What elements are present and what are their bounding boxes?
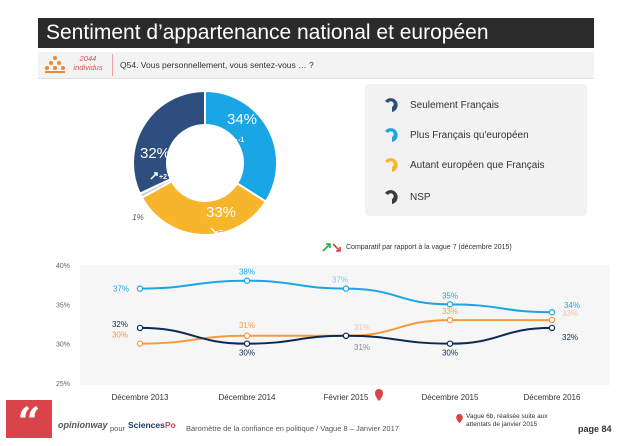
pin-icon [375, 389, 383, 401]
sample-unit: individus [73, 63, 103, 72]
data-label: 35% [442, 291, 458, 300]
legend-item-autant_europeen: Autant européen que Français [382, 152, 545, 178]
donut-change-plus_francais: -1 [229, 135, 244, 144]
legend-swatch-icon [385, 98, 398, 112]
subheader-bar [38, 52, 594, 79]
x-tick-label: Février 2015 [324, 393, 369, 402]
donut-change-text: +2 [159, 174, 167, 181]
data-label: 31% [354, 323, 370, 332]
data-label: 30% [239, 349, 255, 358]
data-point [243, 277, 251, 284]
data-point [136, 285, 144, 292]
sample-count: 2044 [79, 54, 97, 63]
data-label: 34% [564, 301, 580, 310]
y-tick-label: 40% [56, 263, 70, 270]
line-chart-background [80, 265, 610, 385]
page-number: page 84 [578, 424, 612, 434]
data-label: 33% [442, 307, 458, 316]
legend-label: NSP [410, 191, 431, 203]
data-point [136, 340, 144, 347]
legend-item-seulement_francais: Seulement Français [382, 92, 499, 118]
legend-swatch-icon [385, 158, 398, 172]
data-point [548, 309, 556, 316]
donut-slice-seulement_francais [132, 89, 206, 195]
data-point [446, 316, 454, 324]
people-icon [45, 56, 65, 73]
legend-label: Autant européen que Français [410, 159, 545, 171]
data-point [342, 332, 350, 339]
legend-item-nsp: NSP [382, 184, 431, 210]
legend-label: Plus Français qu'européen [410, 129, 529, 141]
data-label: 31% [354, 343, 370, 352]
pin-icon [456, 414, 463, 424]
x-tick-label: Décembre 2015 [422, 393, 479, 402]
donut-label-seulement_francais: 32% [140, 145, 170, 162]
legend-box [365, 84, 587, 216]
donut-slice-plus_francais [204, 89, 278, 203]
data-label: 38% [239, 268, 255, 277]
question-text: Q54. Vous personnellement, vous sentez-v… [120, 60, 314, 70]
x-tick-label: Décembre 2014 [219, 393, 276, 402]
sciencespo-logo-a: Sciences [128, 420, 165, 430]
sciencespo-logo-b: Po [164, 420, 176, 430]
data-label: 33% [562, 309, 578, 318]
sample-size: 2044 individus [66, 54, 110, 72]
donut-label-autant_europeen: 33% [206, 204, 236, 221]
arrow-down-icon [210, 227, 218, 235]
legend-swatch-icon [385, 190, 398, 204]
legend-item-plus_francais: Plus Français qu'européen [382, 122, 529, 148]
data-point [342, 285, 350, 292]
donut-slice-autant_europeen [140, 179, 268, 236]
data-point [243, 332, 251, 339]
divider [112, 54, 113, 76]
data-point [446, 301, 454, 308]
comparison-note: Comparatif par rapport à la vague 7 (déc… [322, 241, 512, 253]
footer-pour: pour [110, 424, 126, 433]
arrow-down-icon [229, 135, 237, 143]
data-point [136, 324, 144, 332]
x-tick-label: Décembre 2016 [524, 393, 581, 402]
data-label: 32% [562, 333, 578, 342]
data-label: 32% [112, 320, 128, 329]
x-tick-label: Décembre 2013 [112, 393, 169, 402]
footnote: Vague 6b, réalisée suite aux attentats d… [466, 413, 548, 428]
donut-label-plus_francais: 34% [227, 111, 257, 128]
donut-change-text: = [219, 229, 223, 236]
legend-swatch-icon [385, 128, 398, 142]
y-tick-label: 35% [56, 302, 70, 309]
y-tick-label: 25% [56, 381, 70, 388]
data-point [548, 324, 556, 332]
data-point [548, 316, 556, 324]
y-tick-label: 30% [56, 342, 70, 349]
data-point [446, 340, 454, 347]
donut-label-nsp: 1% [132, 213, 144, 222]
data-label: 37% [113, 285, 129, 294]
legend-label: Seulement Français [410, 99, 499, 111]
page-title: Sentiment d’appartenance national et eur… [46, 21, 489, 44]
arrow-up-icon [150, 172, 158, 180]
series-line-line_autant_europeen [139, 319, 552, 345]
footer-text: Baromètre de la confiance en politique /… [186, 424, 399, 433]
opinionway-logo: opinionway [58, 420, 108, 430]
data-label: 30% [112, 331, 128, 340]
sciencespo-logo: SciencesPo [128, 420, 176, 430]
trend-arrows-icon [322, 243, 341, 252]
data-point [243, 340, 251, 347]
title-bar: Sentiment d’appartenance national et eur… [38, 18, 594, 48]
quote-icon: “ [6, 400, 52, 446]
data-label: 30% [442, 349, 458, 358]
comparison-note-text: Comparatif par rapport à la vague 7 (déc… [346, 243, 512, 251]
donut-change-autant_europeen: = [210, 227, 223, 236]
donut-change-text: -1 [238, 137, 244, 144]
data-label: 31% [239, 321, 255, 330]
data-label: 37% [332, 276, 348, 285]
donut-change-seulement_francais: +2 [150, 172, 167, 181]
